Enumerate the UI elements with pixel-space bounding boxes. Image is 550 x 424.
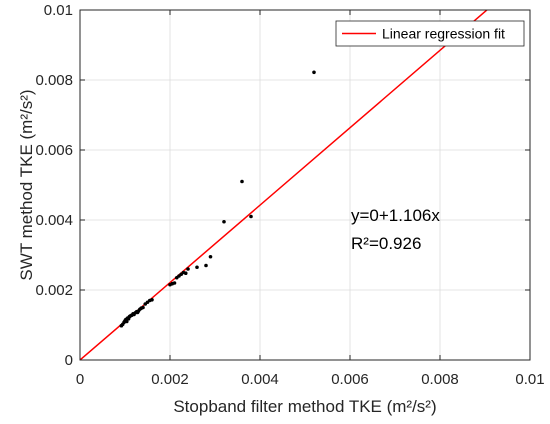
points-layer — [119, 70, 316, 328]
x-axis-ticks: 0 0.002 0.004 0.006 0.008 0.01 — [76, 10, 545, 388]
x-tick-label: 0 — [76, 371, 84, 388]
data-point — [141, 305, 145, 310]
y-tick-label: 0 — [65, 352, 73, 369]
data-point — [204, 263, 208, 268]
legend: Linear regression fit — [335, 20, 525, 47]
x-tick-label: 0.008 — [421, 371, 459, 388]
y-tick-label: 0.004 — [35, 212, 73, 229]
y-axis-label: SWT method TKE (m²/s²) — [17, 89, 36, 280]
r-squared-label: R²=0.926 — [351, 234, 421, 253]
x-tick-label: 0.006 — [331, 371, 369, 388]
data-point — [240, 179, 244, 184]
plot-frame — [79, 9, 531, 361]
legend-label: Linear regression fit — [382, 26, 505, 42]
y-tick-label: 0.01 — [44, 2, 73, 19]
data-point — [125, 319, 129, 324]
data-point — [195, 265, 199, 270]
grid-lines — [80, 10, 530, 360]
plot-area — [80, 10, 530, 360]
y-axis-ticks: 0 0.002 0.004 0.006 0.008 0.01 — [35, 2, 530, 369]
x-tick-label: 0.004 — [241, 371, 279, 388]
y-tick-label: 0.002 — [35, 282, 73, 299]
data-point — [208, 254, 213, 259]
data-point — [172, 281, 177, 285]
data-point — [150, 298, 154, 302]
y-tick-label: 0.006 — [35, 142, 73, 159]
data-point — [183, 271, 188, 276]
x-tick-label: 0.01 — [515, 371, 544, 388]
data-point — [186, 267, 190, 271]
data-point — [249, 214, 253, 219]
y-tick-label: 0.008 — [35, 72, 73, 89]
data-point — [222, 219, 226, 224]
regression-equation: y=0+1.106x — [351, 206, 440, 225]
x-tick-label: 0.002 — [151, 371, 189, 388]
data-point — [312, 70, 316, 75]
x-axis-label: Stopband filter method TKE (m²/s²) — [173, 397, 436, 416]
